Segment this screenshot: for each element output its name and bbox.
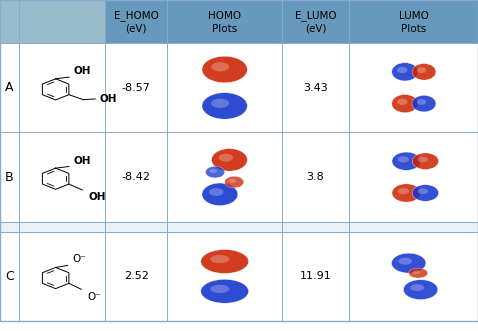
Bar [167, 222, 282, 232]
Ellipse shape [397, 99, 407, 105]
Ellipse shape [412, 185, 438, 201]
Text: -8.42: -8.42 [122, 172, 151, 182]
Text: OH: OH [100, 94, 118, 104]
Bar [167, 0, 282, 43]
Ellipse shape [225, 176, 244, 188]
Ellipse shape [392, 184, 421, 202]
Ellipse shape [418, 157, 428, 163]
Text: 3.8: 3.8 [306, 172, 325, 182]
Ellipse shape [417, 99, 426, 105]
Ellipse shape [391, 253, 426, 273]
Ellipse shape [202, 93, 248, 119]
Ellipse shape [392, 152, 421, 170]
Text: HOMO: HOMO [208, 11, 241, 21]
Text: O⁻: O⁻ [87, 292, 101, 302]
Ellipse shape [412, 64, 436, 80]
Bar [0, 43, 19, 132]
Ellipse shape [412, 153, 438, 169]
Bar [105, 132, 167, 222]
Ellipse shape [228, 179, 236, 183]
Bar [282, 132, 349, 222]
Ellipse shape [397, 67, 407, 73]
Ellipse shape [210, 285, 229, 293]
Bar [282, 232, 349, 321]
Text: E_LUMO: E_LUMO [294, 10, 337, 21]
Text: 3.43: 3.43 [303, 83, 328, 93]
Bar [19, 222, 105, 232]
Ellipse shape [398, 188, 409, 194]
Bar [282, 43, 349, 132]
Bar [349, 0, 478, 43]
Text: (eV): (eV) [126, 24, 147, 34]
Ellipse shape [201, 279, 249, 303]
Ellipse shape [209, 169, 217, 173]
Text: OH: OH [88, 192, 106, 202]
Text: Plots: Plots [212, 24, 237, 34]
Bar [19, 0, 105, 43]
Bar [167, 132, 282, 222]
Text: -8.57: -8.57 [122, 83, 151, 93]
Bar [349, 43, 478, 132]
Text: C: C [5, 270, 14, 283]
Text: LUMO: LUMO [399, 11, 428, 21]
Ellipse shape [202, 56, 248, 83]
Bar [349, 232, 478, 321]
Ellipse shape [412, 95, 436, 112]
Ellipse shape [413, 270, 420, 274]
Bar [105, 0, 167, 43]
Bar [105, 232, 167, 321]
Text: OH: OH [74, 66, 91, 76]
Ellipse shape [391, 95, 418, 113]
Ellipse shape [202, 183, 238, 206]
Text: B: B [5, 170, 14, 184]
Ellipse shape [211, 149, 248, 171]
Ellipse shape [210, 255, 229, 263]
Bar [0, 232, 19, 321]
Text: A: A [5, 81, 14, 94]
Ellipse shape [206, 166, 225, 178]
Ellipse shape [398, 156, 409, 163]
Text: 2.52: 2.52 [124, 271, 149, 281]
Bar [105, 222, 167, 232]
Text: 11.91: 11.91 [300, 271, 331, 281]
Ellipse shape [417, 67, 426, 73]
Bar [19, 43, 105, 132]
Bar [167, 232, 282, 321]
Text: O⁻: O⁻ [72, 254, 86, 264]
Ellipse shape [211, 62, 229, 71]
Ellipse shape [211, 99, 229, 108]
Ellipse shape [403, 280, 438, 300]
Ellipse shape [409, 268, 428, 278]
Bar [0, 0, 19, 43]
Ellipse shape [201, 250, 249, 273]
Bar [282, 0, 349, 43]
Text: (eV): (eV) [305, 24, 326, 34]
Bar [0, 132, 19, 222]
Bar [105, 43, 167, 132]
Bar [349, 132, 478, 222]
Ellipse shape [410, 284, 424, 291]
Text: OH: OH [74, 156, 91, 166]
Bar [282, 222, 349, 232]
Ellipse shape [218, 154, 233, 162]
Bar [167, 43, 282, 132]
Ellipse shape [391, 63, 418, 81]
Text: Plots: Plots [401, 24, 426, 34]
Bar [19, 132, 105, 222]
Bar [349, 222, 478, 232]
Text: E_HOMO: E_HOMO [114, 10, 159, 21]
Ellipse shape [398, 258, 412, 265]
Bar [0, 222, 19, 232]
Bar [19, 232, 105, 321]
Ellipse shape [418, 188, 428, 194]
Ellipse shape [209, 188, 223, 196]
